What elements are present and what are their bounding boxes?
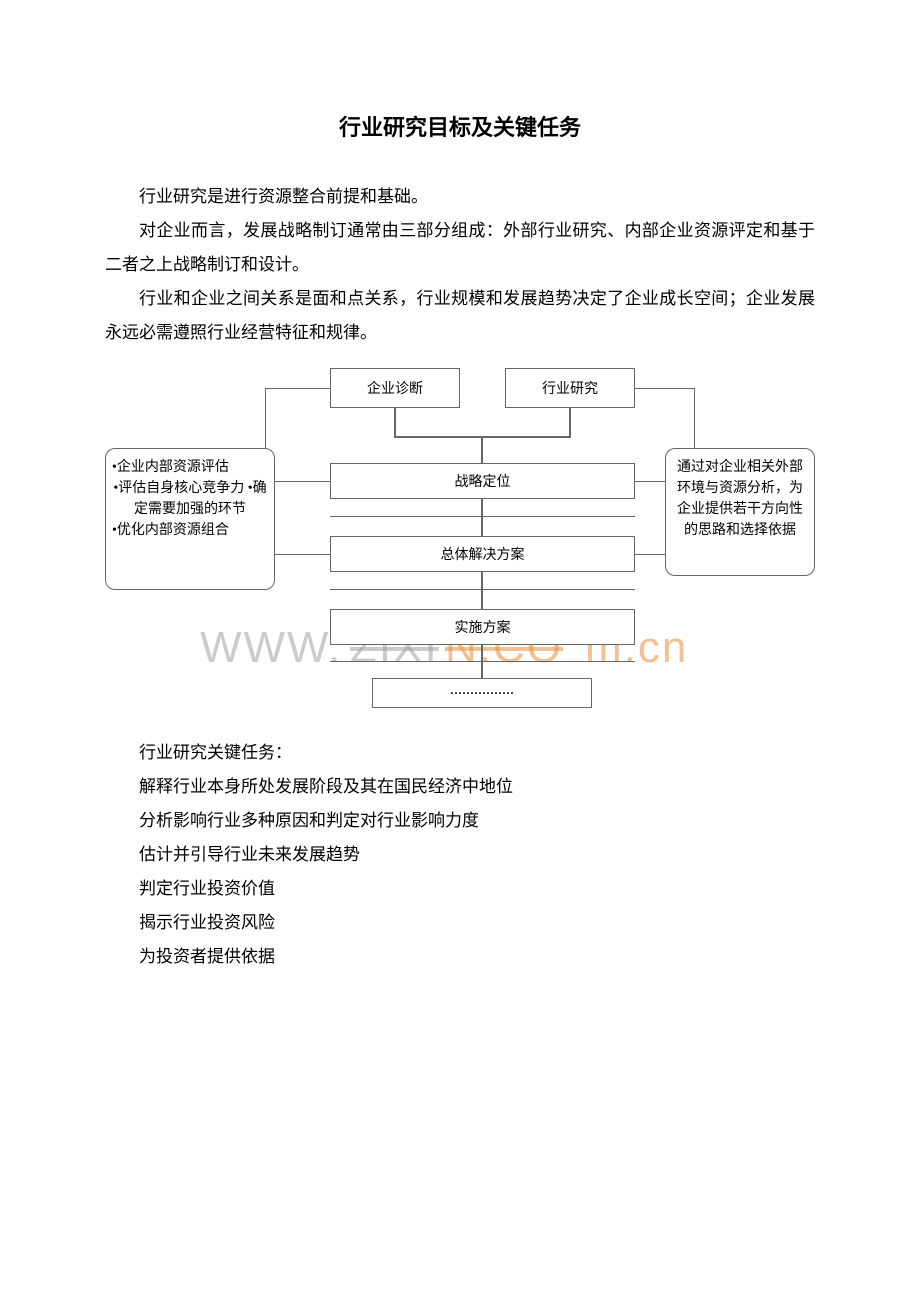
watermark-gray: WWW. [200,623,342,673]
connector [569,408,571,436]
tasks-section: 行业研究关键任务： 解释行业本身所处发展阶段及其在国民经济中地位 分析影响行业多… [105,736,815,974]
connector [265,388,330,389]
right-annotation-text: 通过对企业相关外部环境与资源分析，为企业提供若干方向性的思路和选择依据 [677,460,803,538]
connector [330,516,635,517]
node-implementation-plan: 实施方案 [330,609,635,645]
connector [394,408,396,436]
node-label: ················ [450,686,514,701]
node-label: 总体解决方案 [441,544,525,564]
connector [265,388,266,448]
node-ellipsis: ················ [372,678,592,708]
node-industry-research: 行业研究 [505,368,635,408]
strategy-diagram: WWW. ZIXI N.CO m.cn 企业诊断 行业研究 战略定位 总体解决方… [105,368,815,718]
left-annotation-line: •企业内部资源评估 [112,457,268,478]
connector [275,554,330,555]
node-label: 战略定位 [455,471,511,491]
page-title: 行业研究目标及关键任务 [105,110,815,142]
left-annotation-line: •优化内部资源组合 [112,520,268,541]
connector [635,388,695,389]
left-annotation-line: •评估自身核心竞争力 [113,481,244,496]
paragraph-2: 对企业而言，发展战略制订通常由三部分组成：外部行业研究、内部企业资源评定和基于二… [105,214,815,282]
tasks-header: 行业研究关键任务： [105,736,815,770]
connector [330,589,635,590]
task-item: 分析影响行业多种原因和判定对行业影响力度 [105,804,815,838]
connector [481,572,483,609]
connector [275,481,330,482]
connector [481,436,483,463]
connector [694,388,695,448]
connector [481,499,483,536]
task-item: 解释行业本身所处发展阶段及其在国民经济中地位 [105,770,815,804]
connector [330,661,635,662]
task-item: 判定行业投资价值 [105,872,815,906]
node-label: 企业诊断 [367,378,423,398]
node-label: 实施方案 [455,617,511,637]
paragraph-1: 行业研究是进行资源整合前提和基础。 [105,180,815,214]
task-item: 为投资者提供依据 [105,940,815,974]
connector [635,554,665,555]
node-overall-solution: 总体解决方案 [330,536,635,572]
task-item: 估计并引导行业未来发展趋势 [105,838,815,872]
paragraph-3: 行业和企业之间关系是面和点关系，行业规模和发展趋势决定了企业成长空间；企业发展永… [105,282,815,350]
task-item: 揭示行业投资风险 [105,906,815,940]
left-annotation-box: •企业内部资源评估 •评估自身核心竞争力 •确定需要加强的环节 •优化内部资源组… [105,448,275,590]
connector [635,481,665,482]
node-label: 行业研究 [542,378,598,398]
node-strategic-positioning: 战略定位 [330,463,635,499]
right-annotation-box: 通过对企业相关外部环境与资源分析，为企业提供若干方向性的思路和选择依据 [665,448,815,576]
node-enterprise-diagnosis: 企业诊断 [330,368,460,408]
